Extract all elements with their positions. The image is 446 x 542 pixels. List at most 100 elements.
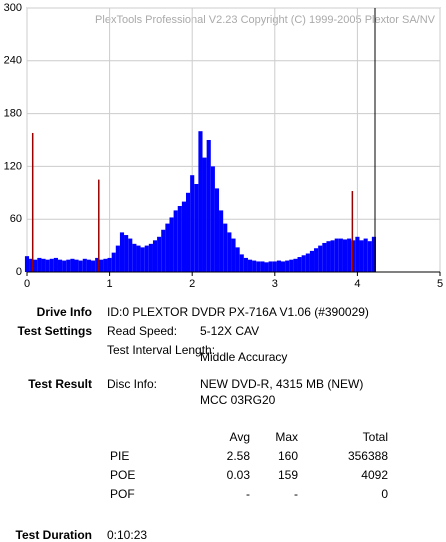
bar xyxy=(247,259,253,272)
bar xyxy=(256,261,261,272)
bar xyxy=(301,255,306,272)
bar xyxy=(31,132,34,272)
bar xyxy=(334,238,339,272)
bar xyxy=(177,206,182,272)
cell: 4092 xyxy=(361,468,388,482)
bar xyxy=(223,223,228,272)
bar xyxy=(243,257,248,272)
bar xyxy=(202,157,207,272)
duration: 0:10:23 xyxy=(107,528,148,542)
bar xyxy=(289,259,294,272)
bar xyxy=(95,257,100,272)
bar xyxy=(70,258,75,272)
bar xyxy=(29,258,34,272)
bar xyxy=(239,254,244,272)
disc: NEW DVD-R, 4315 MB (NEW) xyxy=(200,377,364,391)
cell: 0 xyxy=(381,487,388,501)
bar xyxy=(186,192,191,272)
bar xyxy=(297,257,302,272)
duration-label: Test Duration xyxy=(15,528,92,542)
bar xyxy=(124,235,129,272)
cell: - xyxy=(246,487,250,501)
x-tick-label: 1 xyxy=(107,278,113,290)
bar xyxy=(198,131,203,272)
cell: Total xyxy=(362,430,388,444)
bar xyxy=(53,257,58,272)
bar xyxy=(367,241,372,272)
bar xyxy=(264,262,269,272)
bar xyxy=(260,261,265,272)
cell: PIE xyxy=(110,449,130,463)
disc-label: Disc Info: xyxy=(107,377,158,391)
bar xyxy=(363,238,368,272)
y-tick-label: 60 xyxy=(10,213,22,225)
bar xyxy=(268,261,273,272)
bar xyxy=(140,247,145,272)
bar xyxy=(330,240,335,272)
cell: Avg xyxy=(229,430,250,444)
cell: 159 xyxy=(277,468,298,482)
bar xyxy=(314,248,319,272)
bar xyxy=(173,210,178,272)
bar xyxy=(41,258,46,272)
bar xyxy=(62,260,67,272)
chart: PlexTools Professional V2.23 Copyright (… xyxy=(4,2,443,290)
x-tick-label: 2 xyxy=(189,278,195,290)
bar xyxy=(74,259,79,272)
interval: Middle Accuracy xyxy=(200,350,288,364)
bar xyxy=(57,259,63,272)
bar xyxy=(285,260,290,272)
bar xyxy=(115,245,120,272)
bar xyxy=(103,258,108,272)
x-tick-label: 4 xyxy=(354,278,360,290)
bar xyxy=(338,238,343,272)
cell: POF xyxy=(110,487,135,501)
bar xyxy=(157,236,162,272)
y-tick-label: 0 xyxy=(16,266,22,278)
bar xyxy=(169,217,174,272)
bar xyxy=(181,201,187,272)
bar xyxy=(359,240,364,272)
bar xyxy=(24,256,30,272)
bar xyxy=(235,247,240,272)
bar xyxy=(252,260,257,272)
cell: Max xyxy=(275,430,298,444)
bar xyxy=(309,250,315,272)
settings-label: Test Settings xyxy=(17,324,92,338)
cell: 0.03 xyxy=(226,468,250,482)
bar xyxy=(45,259,50,272)
cell: POE xyxy=(110,468,136,482)
bar xyxy=(342,239,348,272)
bar xyxy=(280,261,286,272)
x-tick-label: 0 xyxy=(24,278,30,290)
y-tick-label: 120 xyxy=(4,160,22,172)
bar xyxy=(231,238,236,272)
bar xyxy=(128,238,133,272)
x-tick-label: 3 xyxy=(272,278,278,290)
bar xyxy=(326,241,331,272)
cell: 160 xyxy=(277,449,298,463)
x-tick-label: 5 xyxy=(437,278,443,290)
bar xyxy=(86,259,92,272)
bar xyxy=(210,166,215,272)
bar xyxy=(144,245,149,272)
bar xyxy=(98,179,100,272)
cell: 356388 xyxy=(347,449,388,463)
bar xyxy=(152,240,158,272)
y-tick-label: 240 xyxy=(4,55,22,67)
bar xyxy=(371,236,376,272)
cell: - xyxy=(294,487,298,501)
bar xyxy=(276,260,281,272)
speed-label: Read Speed: xyxy=(107,324,178,338)
interval-label: Test Interval Length: xyxy=(107,343,216,357)
bar xyxy=(148,243,153,272)
bar xyxy=(49,258,54,272)
bar xyxy=(91,260,96,272)
bar xyxy=(66,259,71,272)
speed: 5-12X CAV xyxy=(200,324,260,338)
result-label: Test Result xyxy=(28,377,92,391)
y-tick-label: 300 xyxy=(4,2,22,14)
y-tick-label: 180 xyxy=(4,108,22,120)
bar xyxy=(351,191,354,272)
